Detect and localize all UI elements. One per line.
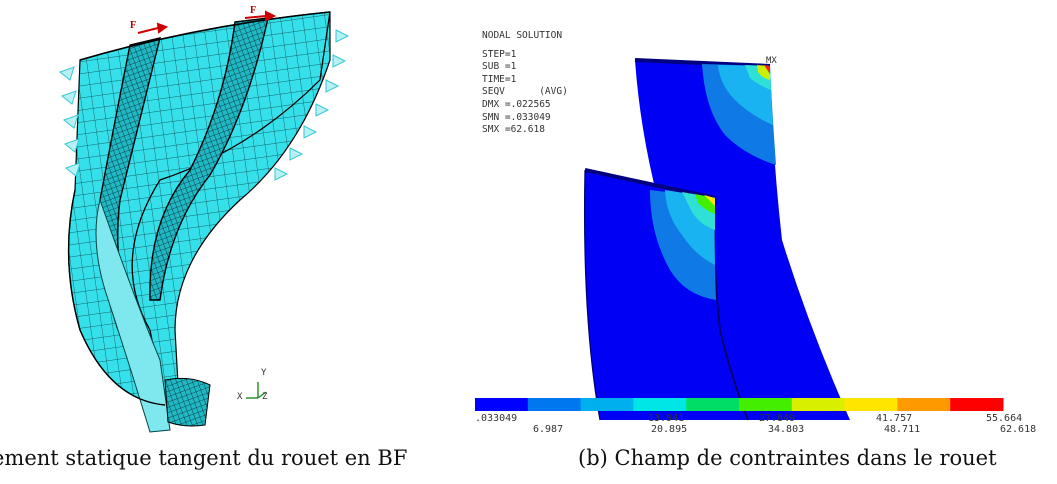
legend-segment [791,398,846,411]
force-label-2: F [250,5,257,16]
legend-segment [897,398,951,411]
info-step: STEP=1 [482,48,517,60]
legend-segment [739,398,793,411]
info-title: NODAL SOLUTION [482,30,563,41]
blade-front [95,198,171,433]
force-arrows [137,10,277,34]
mesh-svg [58,10,350,433]
hub-bottom [164,377,211,427]
legend-segment [580,398,634,411]
legend-tick-top-3: 27.849 [759,413,796,424]
info-dmx: DMX =.022565 [482,98,551,110]
constraint-symbols-right [274,29,350,181]
info-time: TIME=1 [482,73,517,85]
mesh-figure: F F Y X Z [0,0,430,440]
blade-back [635,60,850,420]
legend-tick-bottom-5: 62.618 [1000,424,1037,435]
info-seqv: SEQV (AVG) [482,86,568,98]
legend-tick-top-5: 55.664 [986,413,1023,424]
legend-segment [475,398,529,411]
legend-segment [686,398,740,411]
info-sub: SUB =1 [482,61,517,73]
info-smn: SMN =.033049 [482,111,551,123]
legend-tick-bottom-2: 20.895 [651,424,688,435]
legend-tick-bottom-4: 48.711 [884,424,921,435]
legend-segment [527,398,582,411]
axis-z-label: Z [262,392,268,402]
legend-segment [633,398,687,411]
blade-right [149,17,269,301]
caption-b: (b) Champ de contraintes dans le rouet [578,446,997,470]
legend-segment [950,398,1004,411]
axis-x-label: X [237,392,243,402]
legend-tick-top-4: 41.757 [876,413,913,424]
axis-y-label: Y [261,368,267,378]
axis-triad [246,382,267,399]
legend-tick-top-1: .033049 [475,413,518,424]
stress-svg [475,58,1004,421]
color-legend-bar [475,398,1004,411]
info-smx: SMX =62.618 [482,124,545,136]
legend-tick-top-2: 13.941 [648,413,685,424]
legend-tick-bottom-3: 34.803 [768,424,805,435]
force-label-1: F [130,20,137,31]
legend-segment [844,398,898,411]
constraint-symbols-left [58,66,81,177]
mx-label: MX [766,56,777,66]
stress-figure: MX .033049 13.941 27.849 41.757 55.664 6… [470,0,1057,440]
solution-info: NODAL SOLUTION STEP=1 SUB =1 TIME=1 SEQV (AV… [482,30,568,137]
legend-tick-bottom-1: 6.987 [533,424,564,435]
caption-a: ement statique tangent du rouet en BF [0,446,408,470]
